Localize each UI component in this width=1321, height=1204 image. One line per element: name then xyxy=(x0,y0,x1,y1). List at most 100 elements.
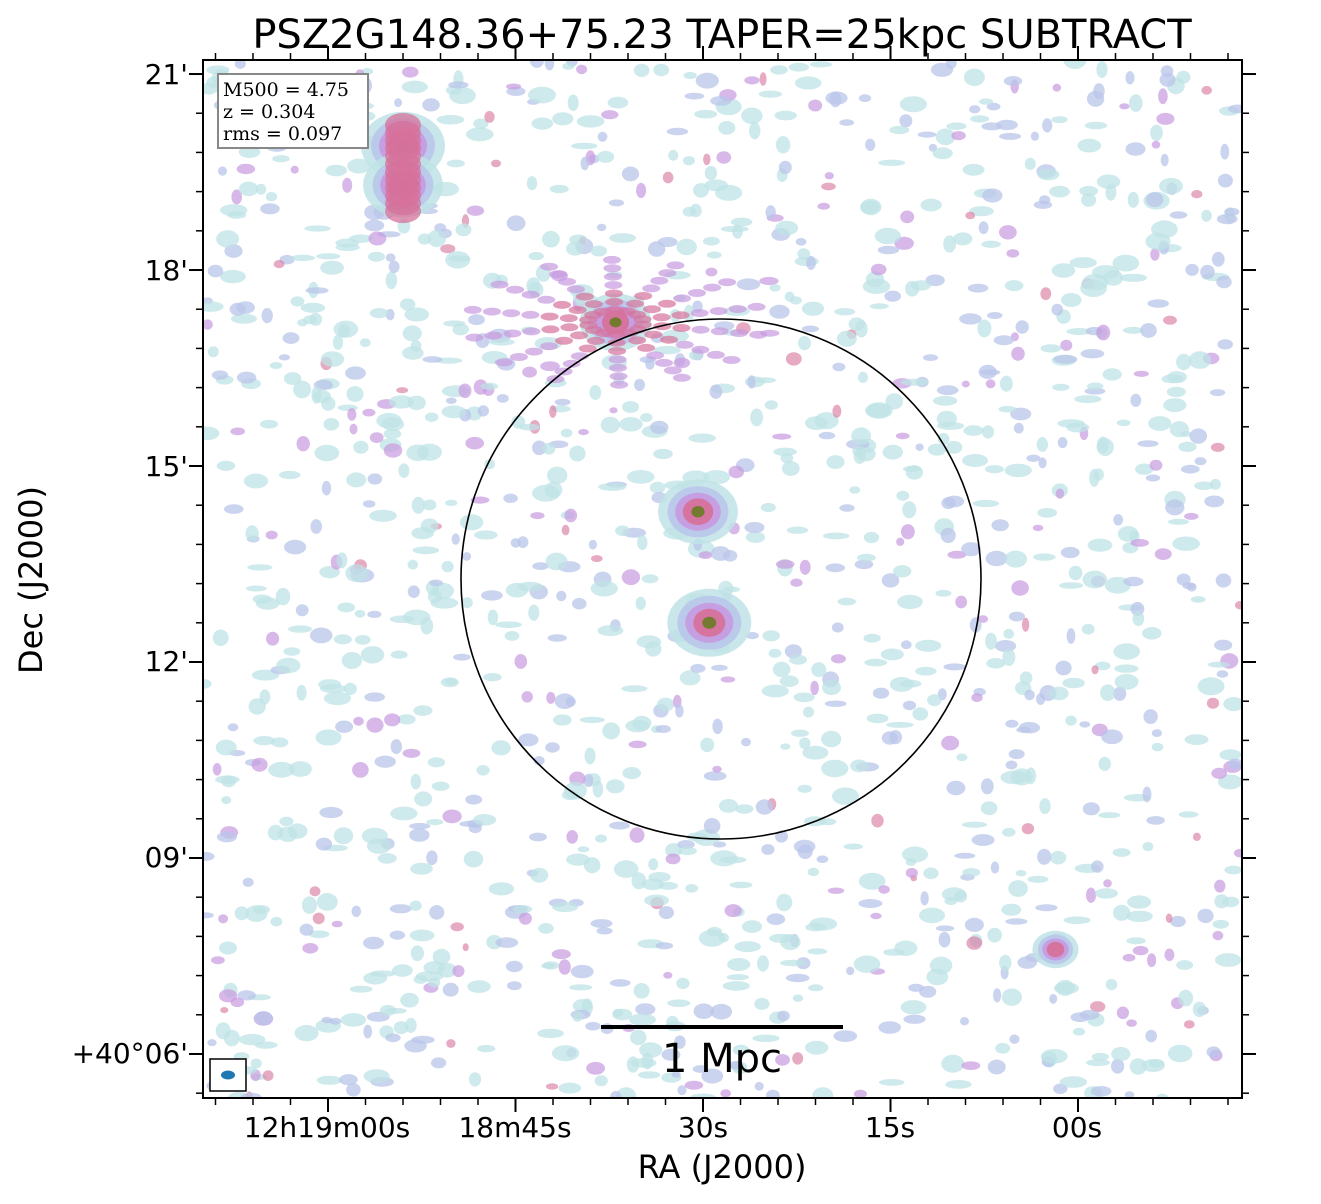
noise-speckle xyxy=(1079,721,1091,728)
noise-speckle xyxy=(1149,459,1163,471)
noise-speckle xyxy=(1113,686,1127,701)
noise-speckle xyxy=(445,251,471,269)
noise-speckle xyxy=(698,551,713,559)
artifact-streak xyxy=(658,269,677,278)
noise-speckle xyxy=(446,159,465,168)
noise-speckle xyxy=(230,427,245,436)
noise-speckle xyxy=(1159,177,1183,195)
noise-speckle xyxy=(978,364,997,379)
noise-speckle xyxy=(1143,709,1158,724)
noise-speckle xyxy=(1066,628,1076,644)
noise-speckle xyxy=(1001,903,1022,916)
noise-speckle xyxy=(877,245,900,255)
noise-speckle xyxy=(1116,419,1131,427)
noise-speckle xyxy=(832,404,842,418)
noise-speckle xyxy=(564,508,578,523)
noise-speckle xyxy=(1032,524,1044,532)
noise-speckle xyxy=(901,846,929,863)
noise-speckle xyxy=(592,780,604,798)
noise-speckle xyxy=(424,412,439,422)
noise-speckle xyxy=(221,796,232,805)
y-tick-label: +40°06' xyxy=(72,1037,188,1070)
noise-speckle xyxy=(488,882,515,896)
noise-speckle xyxy=(277,826,298,842)
noise-speckle xyxy=(394,98,403,108)
noise-speckle xyxy=(682,206,697,217)
noise-speckle xyxy=(1035,904,1058,912)
noise-speckle xyxy=(1008,611,1025,622)
noise-speckle xyxy=(638,1071,661,1079)
noise-speckle xyxy=(477,1044,496,1053)
noise-speckle xyxy=(969,617,982,633)
noise-speckle xyxy=(1114,673,1139,690)
noise-speckle xyxy=(1126,937,1146,945)
noise-speckle xyxy=(278,470,301,480)
noise-speckle xyxy=(396,387,409,394)
noise-speckle xyxy=(609,979,631,987)
noise-speckle xyxy=(427,229,446,248)
noise-speckle xyxy=(792,1052,804,1065)
noise-speckle xyxy=(606,779,625,794)
noise-speckle xyxy=(442,982,459,997)
noise-speckle xyxy=(987,312,1003,319)
noise-speckle xyxy=(1050,850,1067,865)
noise-speckle xyxy=(1209,478,1221,490)
artifact-streak xyxy=(718,278,737,287)
noise-speckle xyxy=(1211,251,1225,267)
artifact-streak xyxy=(541,325,560,334)
artifact-streak xyxy=(663,366,682,375)
noise-speckle xyxy=(463,850,484,868)
noise-speckle xyxy=(316,893,338,911)
noise-speckle xyxy=(1168,518,1189,525)
noise-speckle xyxy=(293,380,312,399)
noise-speckle xyxy=(1091,860,1104,873)
noise-speckle xyxy=(686,832,707,842)
noise-speckle xyxy=(715,184,743,201)
noise-speckle xyxy=(333,827,354,845)
noise-speckle xyxy=(1011,580,1029,596)
noise-speckle xyxy=(1039,798,1051,815)
noise-speckle xyxy=(528,251,544,261)
noise-speckle xyxy=(377,853,397,864)
noise-speckle xyxy=(615,525,630,536)
noise-speckle xyxy=(849,486,861,494)
scale-bar-label: 1 Mpc xyxy=(662,1036,782,1082)
artifact-streak xyxy=(537,295,556,304)
noise-speckle xyxy=(961,542,982,557)
noise-speckle xyxy=(314,444,340,462)
artifact-streak xyxy=(562,359,581,368)
noise-speckle xyxy=(1125,142,1146,156)
noise-speckle xyxy=(367,610,382,619)
noise-speckle xyxy=(688,433,716,443)
noise-speckle xyxy=(1103,269,1124,286)
noise-speckle xyxy=(778,160,792,174)
noise-speckle xyxy=(1113,904,1131,921)
noise-speckle xyxy=(775,1054,790,1066)
noise-speckle xyxy=(805,416,828,430)
noise-speckle xyxy=(414,791,433,807)
noise-speckle xyxy=(354,609,366,618)
noise-speckle xyxy=(335,238,360,248)
noise-speckle xyxy=(238,181,259,197)
noise-speckle xyxy=(1080,349,1105,359)
noise-speckle xyxy=(941,1054,965,1073)
noise-speckle xyxy=(1220,143,1230,160)
noise-speckle xyxy=(506,215,526,231)
noise-speckle xyxy=(972,499,1000,508)
artifact-streak xyxy=(604,281,623,290)
noise-speckle xyxy=(769,304,790,319)
noise-speckle xyxy=(990,861,1000,874)
noise-speckle xyxy=(830,654,846,664)
noise-speckle xyxy=(230,997,245,1008)
noise-speckle xyxy=(865,138,876,151)
noise-speckle xyxy=(278,354,291,361)
noise-speckle xyxy=(745,531,766,543)
noise-speckle xyxy=(309,886,321,897)
noise-speckle xyxy=(919,985,937,998)
noise-speckle xyxy=(343,682,357,696)
central-source-lower-peak xyxy=(702,616,717,629)
noise-speckle xyxy=(360,646,385,664)
noise-speckle xyxy=(1224,207,1240,216)
noise-speckle xyxy=(1038,457,1047,469)
artifact-streak xyxy=(465,333,484,342)
